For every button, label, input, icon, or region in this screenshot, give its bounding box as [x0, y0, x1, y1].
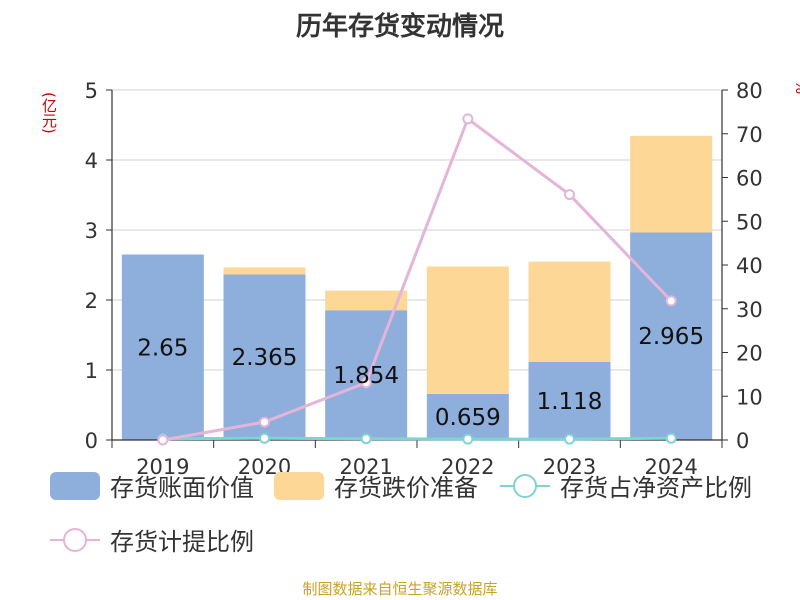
provision-ratio-point [259, 416, 270, 428]
right-axis-tick-label: 20 [736, 342, 763, 366]
right-axis-tick-label: 30 [736, 298, 763, 322]
x-axis-tick-label: 2023 [543, 455, 596, 479]
legend-item-provision-ratio[interactable]: 存货计提比例 [50, 522, 254, 557]
legend-item-impairment[interactable]: 存货跌价准备 [274, 468, 478, 503]
left-axis-tick-label: 5 [85, 79, 98, 103]
bar-impairment [630, 135, 713, 233]
right-axis-tick-label: 40 [736, 254, 763, 278]
legend-marker-provision-ratio [50, 526, 100, 554]
ratio-net-assets-point [462, 433, 474, 445]
ratio-net-assets-point [259, 432, 270, 444]
right-axis-unit: % [792, 80, 800, 95]
bar-book-value [426, 393, 509, 440]
right-axis-tick-label: 50 [736, 210, 763, 234]
bar-labels: 2.65 2.365 1.854 0.659 1.118 2.965 [137, 324, 704, 431]
legend-swatch-impairment [274, 471, 324, 500]
bar-value-label: 0.659 [435, 405, 501, 431]
bar-book-value [325, 310, 408, 440]
provision-ratio-point [665, 295, 677, 307]
bars [121, 135, 713, 440]
bar-book-value [630, 232, 713, 440]
left-axis-tick-label: 1 [85, 359, 98, 383]
provision-ratio-point [360, 377, 372, 389]
source-note: 制图数据来自恒生聚源数据库 [302, 580, 498, 598]
legend-swatch-book-value [50, 471, 100, 500]
left-axis-unit: (亿元) [40, 92, 58, 134]
grid [112, 89, 722, 371]
legend-label-ratio-net-assets: 存货占净资产比例 [560, 474, 752, 502]
bar-value-label: 2.365 [232, 345, 298, 371]
bar-impairment [325, 290, 408, 311]
bar-value-label: 2.965 [638, 324, 704, 350]
ratio-net-assets-point [665, 432, 677, 444]
bar-book-value [528, 361, 611, 440]
bar-book-value [121, 254, 204, 440]
x-axis-tick-label: 2024 [644, 455, 697, 479]
right-axis-tick-label: 70 [736, 123, 763, 147]
ratio-net-assets-point [564, 433, 575, 445]
left-axis-tick-label: 2 [85, 289, 98, 313]
left-axis-tick-label: 3 [85, 219, 98, 243]
provision-ratio-line [162, 116, 673, 442]
right-axis-tick-label: 80 [736, 79, 763, 103]
bar-value-label: 1.854 [333, 363, 399, 389]
right-axis-tick-label: 60 [736, 167, 763, 191]
legend-marker-ratio-net-assets [500, 472, 550, 500]
legend-label-impairment: 存货跌价准备 [334, 474, 478, 502]
right-axis-tick-label: 10 [736, 385, 763, 409]
bar-impairment [223, 267, 306, 275]
left-axis-tick-label: 0 [85, 429, 98, 453]
bar-impairment [426, 266, 509, 394]
provision-ratio-point [564, 189, 575, 201]
legend-label-provision-ratio: 存货计提比例 [110, 528, 254, 556]
x-axis-tick-label: 2022 [441, 455, 494, 479]
legend-item-book-value[interactable]: 存货账面价值 [50, 468, 254, 503]
provision-ratio-point [462, 113, 474, 125]
chart-title: 历年存货变动情况 [295, 12, 504, 42]
right-axis-tick-label: 0 [736, 429, 749, 453]
ratio-net-assets-point [360, 433, 372, 445]
ratio-net-assets-line [162, 436, 672, 441]
bar-value-label: 2.65 [137, 335, 188, 361]
lines [157, 113, 677, 446]
provision-ratio-point [157, 434, 169, 446]
bar-value-label: 1.118 [537, 389, 603, 415]
x-axis-tick-label: 2021 [339, 455, 392, 479]
legend-item-ratio-net-assets[interactable]: 存货占净资产比例 [500, 468, 752, 503]
x-axis-tick-label: 2019 [136, 455, 189, 479]
legend-label-book-value: 存货账面价值 [110, 474, 254, 502]
bar-impairment [528, 261, 611, 362]
left-axis-tick-label: 4 [85, 149, 98, 173]
